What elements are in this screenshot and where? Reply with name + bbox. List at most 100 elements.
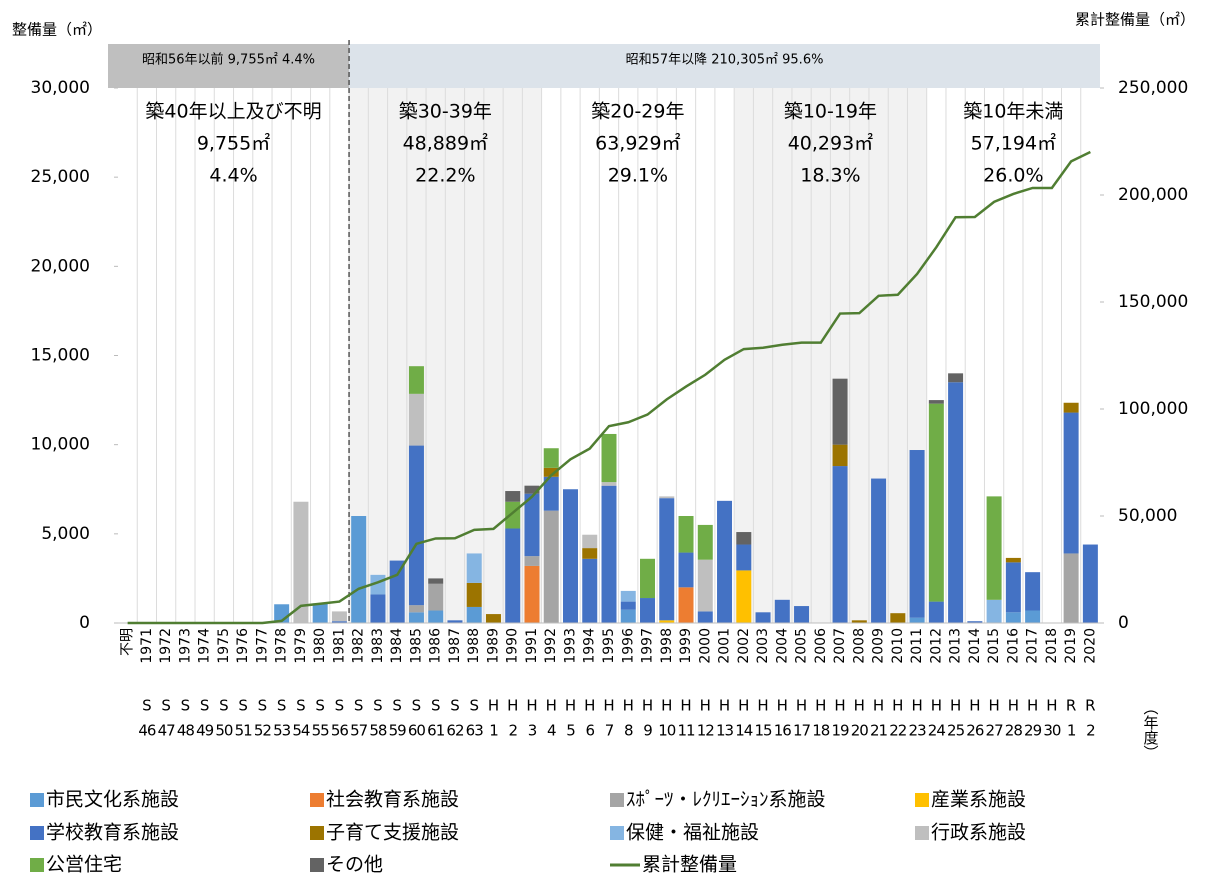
era-number: 24 (928, 722, 946, 740)
era-number: 20 (851, 722, 869, 740)
x-tick-label: 2018 (1044, 628, 1060, 664)
bar-segment (794, 606, 810, 623)
era-number: 1 (489, 722, 498, 740)
bar-segment (659, 496, 675, 499)
era-label: S (373, 697, 383, 715)
legend-swatch (30, 793, 44, 807)
bar-segment (1005, 562, 1021, 613)
era-number: 21 (870, 722, 888, 740)
bar-segment (408, 612, 424, 623)
bar-segment (736, 570, 752, 623)
bar-segment (408, 445, 424, 606)
x-tick-label: 1985 (408, 628, 424, 664)
x-tick-label: 2005 (794, 628, 810, 664)
era-label: S (161, 697, 171, 715)
bar-segment (890, 613, 906, 623)
era-label: H (584, 697, 595, 715)
legend-label: ｽﾎﾟｰﾂ・ﾚｸﾘｴｰｼｮﾝ系施設 (626, 789, 826, 811)
x-tick-label: 1994 (582, 628, 598, 664)
era-label: H (1046, 697, 1057, 715)
era-number: 8 (624, 722, 633, 740)
bar-segment (466, 606, 482, 623)
era-label: S (219, 697, 229, 715)
y2-tick-label: 150,000 (1118, 292, 1188, 312)
era-number: 15 (754, 722, 772, 740)
era-number: 10 (658, 722, 676, 740)
legend-swatch (610, 826, 624, 840)
x-tick-label: 1992 (543, 628, 559, 664)
bar-segment (524, 565, 540, 623)
bar-segment (909, 450, 925, 618)
bar-segment (928, 403, 944, 602)
x-axis-label: （年度） (1142, 700, 1160, 760)
era-number: 47 (158, 722, 176, 740)
era-label: H (700, 697, 711, 715)
x-tick-label: 1999 (678, 628, 694, 664)
x-tick-label: 2003 (755, 628, 771, 664)
x-tick-label: 2011 (909, 628, 925, 664)
era-label: H (854, 697, 865, 715)
era-label: H (623, 697, 634, 715)
bar-segment (331, 611, 347, 622)
bar-segment (601, 433, 617, 483)
era-number: 16 (774, 722, 792, 740)
y-tick-label: 30,000 (31, 78, 90, 98)
legend-swatch (915, 826, 929, 840)
era-number: 27 (986, 722, 1004, 740)
bar-segment (1063, 402, 1079, 413)
bar-segment (447, 620, 463, 623)
y2-tick-label: 0 (1118, 613, 1129, 633)
bar-segment (331, 621, 347, 623)
era-label: H (719, 697, 730, 715)
bar-segment (640, 598, 656, 623)
bar-segment (620, 590, 636, 602)
era-number: 14 (735, 722, 753, 740)
y2-axis-label: 累計整備量（㎡） (1075, 11, 1195, 29)
x-tick-label: 2014 (967, 628, 983, 664)
era-label: H (873, 697, 884, 715)
era-number: 7 (605, 722, 614, 740)
x-tick-label: 2015 (986, 628, 1002, 664)
y-axis-label: 整備量（㎡） (12, 21, 102, 39)
y2-tick-label: 100,000 (1118, 399, 1188, 419)
bar-segment (948, 373, 964, 383)
period-share: 4.4% (209, 165, 257, 187)
x-tick-label: 2017 (1025, 628, 1041, 664)
legend-label: 保健・福祉施設 (626, 822, 759, 844)
era-number: 53 (273, 722, 291, 740)
era-number: 25 (947, 722, 965, 740)
period-share: 29.1% (608, 165, 668, 187)
era-label: H (546, 697, 557, 715)
era-label: H (642, 697, 653, 715)
x-tick-label: 1990 (505, 628, 521, 664)
era-number: 57 (350, 722, 368, 740)
era-label: S (315, 697, 325, 715)
era-label: H (988, 697, 999, 715)
bar-segment (948, 382, 964, 623)
x-tick-label: 2000 (697, 628, 713, 664)
era-number: 54 (292, 722, 310, 740)
bar-segment (562, 489, 578, 623)
x-tick-label: 2020 (1082, 628, 1098, 664)
x-tick-label: 2001 (717, 628, 733, 664)
x-tick-label: 2002 (736, 628, 752, 664)
bar-segment (389, 560, 405, 623)
y2-tick-label: 250,000 (1118, 78, 1188, 98)
x-tick-label: 1974 (197, 628, 213, 664)
x-tick-label: 2004 (774, 628, 790, 664)
bar-segment (408, 393, 424, 446)
y2-tick-label: 50,000 (1118, 506, 1177, 526)
bar-segment (370, 594, 386, 623)
era-label: R (1066, 697, 1076, 715)
period-area: 40,293㎡ (788, 132, 873, 155)
era-label: H (777, 697, 788, 715)
y-tick-label: 25,000 (31, 167, 90, 187)
era-number: 17 (793, 722, 811, 740)
period-share: 22.2% (415, 165, 475, 187)
bar-segment (697, 524, 713, 560)
y-tick-label: 20,000 (31, 256, 90, 276)
era-number: 28 (1005, 722, 1023, 740)
y-tick-label: 10,000 (31, 435, 90, 455)
x-tick-label: 1988 (466, 628, 482, 664)
era-label: S (450, 697, 460, 715)
